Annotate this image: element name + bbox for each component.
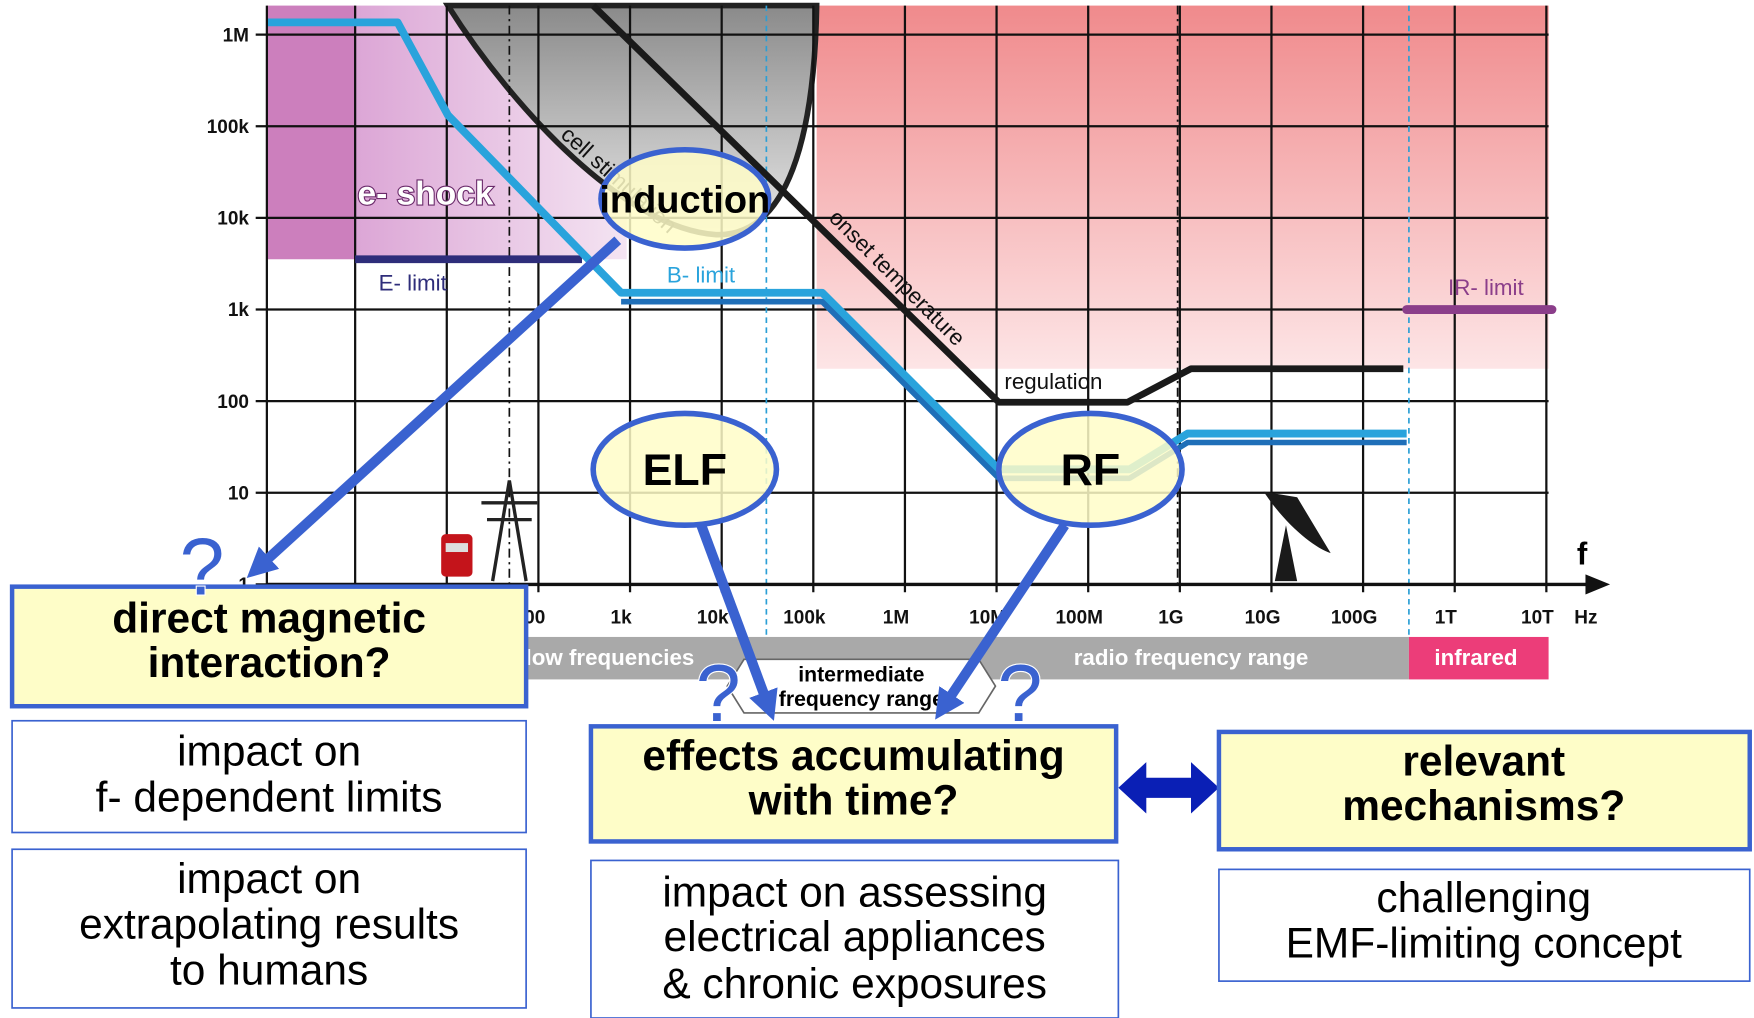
question-marks: ? ? ? bbox=[179, 521, 1044, 740]
x-tick-label: 1k bbox=[611, 608, 633, 629]
question-title: interaction? bbox=[148, 639, 391, 686]
x-tick-label: 1M bbox=[883, 608, 909, 629]
icons bbox=[441, 480, 1331, 582]
question-mark: ? bbox=[180, 522, 225, 612]
b-limit-label: B- limit bbox=[667, 263, 736, 288]
band-label: frequency range bbox=[779, 688, 944, 711]
impact-text: challenging bbox=[1376, 874, 1591, 921]
y-tick-label: 10 bbox=[228, 484, 249, 505]
band-label: low frequencies bbox=[526, 645, 695, 670]
bubble-label: induction bbox=[599, 179, 770, 221]
impact-text: impact on bbox=[177, 855, 361, 902]
x-tick-label: 10G bbox=[1245, 608, 1281, 629]
x-tick-label: 10T bbox=[1521, 608, 1554, 629]
x-tick-label: 100G bbox=[1331, 608, 1377, 629]
y-tick-label: 10k bbox=[217, 209, 249, 230]
impact-text: impact on bbox=[177, 727, 361, 774]
x-unit: Hz bbox=[1574, 608, 1597, 629]
e-shock-label: e- shock bbox=[358, 175, 494, 212]
band-label: infrared bbox=[1434, 645, 1517, 670]
impact-text: to humans bbox=[170, 946, 368, 993]
box-texts: direct magnetic interaction? impact on f… bbox=[79, 594, 1682, 1006]
bands: low frequencies radio frequency range in… bbox=[492, 636, 1549, 714]
x-tick-label: 1G bbox=[1158, 608, 1183, 629]
question-title: direct magnetic bbox=[112, 594, 426, 641]
question-title: effects accumulating bbox=[642, 732, 1064, 779]
plot-background bbox=[266, 2, 1549, 585]
impact-text: extrapolating results bbox=[79, 901, 459, 948]
question-mark: ? bbox=[696, 649, 741, 739]
x-tick-label: 10k bbox=[697, 608, 729, 629]
impact-text: f- dependent limits bbox=[96, 773, 443, 820]
boxes bbox=[9, 584, 1752, 1018]
question-title: relevant bbox=[1402, 738, 1565, 785]
question-mark: ? bbox=[998, 649, 1043, 739]
impact-text: EMF-limiting concept bbox=[1286, 920, 1683, 967]
y-tick-label: 100k bbox=[207, 117, 250, 138]
ir-limit-label: IR- limit bbox=[1448, 275, 1524, 300]
band-label: intermediate bbox=[798, 664, 924, 687]
impact-text: impact on assessing bbox=[662, 868, 1047, 915]
y-tick-label: 100 bbox=[217, 392, 249, 413]
arrows bbox=[246, 236, 1069, 721]
bubbles bbox=[590, 146, 1185, 528]
y-tick-label: 1M bbox=[223, 25, 249, 46]
e-limit-label: E- limit bbox=[379, 271, 448, 296]
bubble-label: ELF bbox=[643, 446, 727, 495]
question-title: with time? bbox=[748, 777, 959, 824]
band-label: radio frequency range bbox=[1074, 645, 1309, 670]
x-tick-label: 1T bbox=[1435, 608, 1458, 629]
x-tick-label: 100k bbox=[783, 608, 826, 629]
impact-text: & chronic exposures bbox=[662, 960, 1047, 1007]
x-tick-label: 100M bbox=[1056, 608, 1104, 629]
x-axis-label: f bbox=[1577, 536, 1588, 571]
y-tick-label: 1k bbox=[228, 300, 250, 321]
double-arrow bbox=[1118, 762, 1219, 814]
impact-text: electrical appliances bbox=[664, 913, 1046, 960]
regulation-label: regulation bbox=[1004, 369, 1102, 394]
bubble-label: RF bbox=[1061, 446, 1121, 495]
question-title: mechanisms? bbox=[1342, 782, 1625, 829]
